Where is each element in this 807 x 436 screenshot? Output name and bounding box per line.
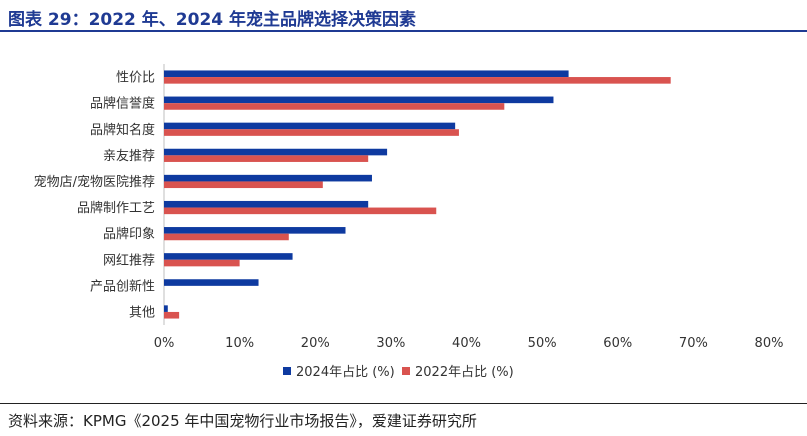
category-label: 品牌知名度 [90, 122, 155, 138]
x-tick-label: 20% [301, 336, 330, 351]
bar-2024 [164, 305, 168, 312]
title-divider [0, 30, 807, 32]
bar-2024 [164, 279, 259, 286]
category-label: 亲友推荐 [103, 148, 155, 164]
bar-2022 [164, 311, 180, 319]
legend-label-2024: 2024年占比 (%) [296, 365, 395, 380]
bar-chart: 性价比品牌信誉度品牌知名度亲友推荐宠物店/宠物医院推荐品牌制作工艺品牌印象网红推… [34, 64, 784, 380]
bar-2022 [164, 207, 437, 215]
legend: 2024年占比 (%) 2022年占比 (%) [283, 365, 514, 380]
bar-2022 [164, 155, 369, 162]
source-note: 资料来源：KPMG《2025 年中国宠物行业市场报告》，爱建证券研究所 [8, 412, 477, 430]
x-tick-label: 70% [679, 336, 708, 351]
bar-2022 [164, 181, 323, 189]
chart-title: 图表 29：2022 年、2024 年宠主品牌选择决策因素 [8, 10, 417, 30]
bar-2024 [164, 96, 554, 104]
category-label: 品牌印象 [103, 226, 155, 242]
category-label: 品牌信誉度 [90, 96, 155, 112]
bar-2024 [164, 253, 293, 260]
category-label: 性价比 [116, 71, 155, 86]
x-tick-label: 50% [528, 336, 557, 351]
category-label: 宠物店/宠物医院推荐 [34, 174, 155, 190]
x-tick-label: 40% [452, 336, 481, 351]
bar-2022 [164, 103, 505, 110]
legend-swatch-2022 [402, 367, 410, 375]
x-tick-label: 30% [376, 336, 405, 351]
category-label: 其他 [129, 305, 155, 320]
bar-2024 [164, 70, 569, 78]
category-label: 网红推荐 [103, 252, 155, 268]
bar-2024 [164, 122, 456, 130]
bar-2024 [164, 200, 369, 208]
bar-2024 [164, 174, 372, 182]
legend-label-2022: 2022年占比 (%) [415, 365, 514, 380]
x-tick-label: 0% [154, 336, 175, 351]
bar-2022 [164, 129, 459, 136]
bar-2024 [164, 227, 346, 234]
x-tick-label: 10% [225, 336, 254, 351]
category-label: 产品创新性 [90, 278, 155, 294]
category-label: 品牌制作工艺 [77, 200, 155, 216]
legend-swatch-2024 [283, 367, 291, 375]
plot-area: 性价比品牌信誉度品牌知名度亲友推荐宠物店/宠物医院推荐品牌制作工艺品牌印象网红推… [34, 64, 784, 351]
bar-2024 [164, 148, 388, 156]
x-tick-label: 60% [603, 336, 632, 351]
x-tick-label: 80% [755, 336, 784, 351]
bar-2022 [164, 77, 671, 84]
bar-2022 [164, 233, 289, 241]
bar-2022 [164, 259, 240, 267]
source-divider [0, 403, 807, 404]
